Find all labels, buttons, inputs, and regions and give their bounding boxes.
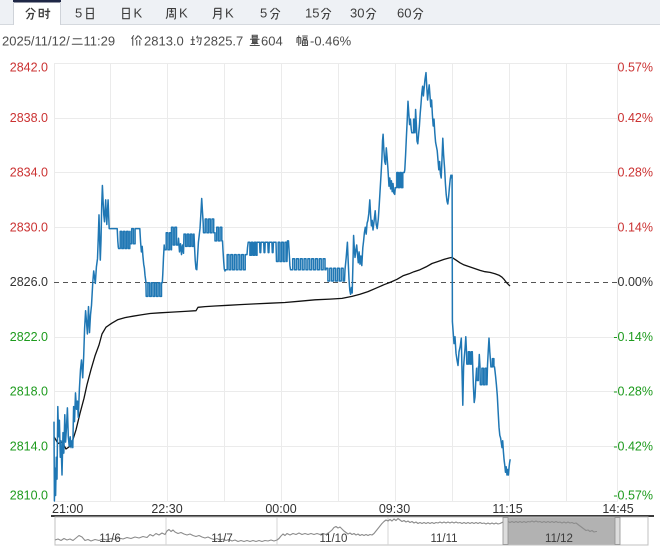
svg-text:-0.28%: -0.28% [613, 385, 653, 399]
svg-text:2822.0: 2822.0 [10, 330, 48, 344]
svg-text:21:00: 21:00 [52, 502, 83, 516]
svg-text:2825.7: 2825.7 [204, 34, 244, 49]
svg-text:2834.0: 2834.0 [10, 166, 48, 180]
svg-text:2818.0: 2818.0 [10, 385, 48, 399]
svg-text:5: 5 [260, 6, 267, 21]
svg-text:0.14%: 0.14% [618, 221, 653, 235]
svg-text:2830.0: 2830.0 [10, 221, 48, 235]
svg-text:2814.0: 2814.0 [10, 440, 48, 454]
svg-text:15: 15 [305, 6, 319, 21]
svg-text:11/7: 11/7 [211, 533, 233, 545]
svg-text:11/10: 11/10 [320, 533, 348, 545]
svg-text:0.57%: 0.57% [618, 61, 653, 75]
svg-text:22:30: 22:30 [151, 502, 182, 516]
svg-text:-0.42%: -0.42% [613, 440, 653, 454]
svg-text:60: 60 [397, 6, 411, 21]
svg-text:K: K [225, 6, 234, 21]
svg-text:11/11: 11/11 [430, 533, 457, 545]
svg-text:00:00: 00:00 [265, 502, 296, 516]
svg-text:-0.57%: -0.57% [613, 489, 653, 503]
svg-text:30: 30 [350, 6, 364, 21]
svg-text:11/12: 11/12 [545, 533, 573, 545]
svg-text:09:30: 09:30 [379, 502, 410, 516]
svg-text:11:29: 11:29 [84, 34, 116, 49]
svg-text:0.00%: 0.00% [618, 275, 653, 289]
svg-text:2810.0: 2810.0 [10, 489, 48, 503]
svg-text:-0.14%: -0.14% [613, 330, 653, 344]
svg-text:2826.0: 2826.0 [10, 275, 48, 289]
svg-text:2025/11/12/: 2025/11/12/ [2, 34, 70, 49]
svg-text:11/6: 11/6 [99, 533, 121, 545]
svg-text:K: K [134, 6, 143, 21]
svg-text:14:45: 14:45 [602, 502, 633, 516]
svg-text:5: 5 [75, 6, 82, 21]
svg-text:0.42%: 0.42% [618, 111, 653, 125]
svg-text:2813.0: 2813.0 [144, 34, 184, 49]
svg-text:2842.0: 2842.0 [10, 61, 48, 75]
svg-text:0.28%: 0.28% [618, 166, 653, 180]
svg-text:2838.0: 2838.0 [10, 111, 48, 125]
svg-text:K: K [179, 6, 188, 21]
svg-text:11:15: 11:15 [492, 502, 522, 516]
svg-text:604: 604 [261, 34, 283, 49]
svg-text:-0.46%: -0.46% [310, 34, 352, 49]
